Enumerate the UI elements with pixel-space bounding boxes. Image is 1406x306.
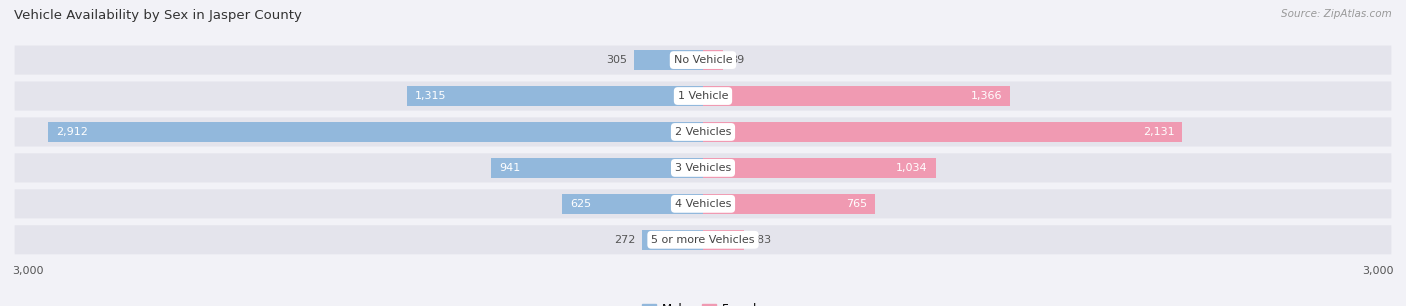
Bar (703, 122, 1182, 142)
Bar (703, 86, 1011, 106)
Bar (562, 194, 703, 214)
Text: 1,315: 1,315 (415, 91, 447, 101)
Bar (641, 230, 703, 250)
FancyBboxPatch shape (14, 225, 1392, 254)
FancyBboxPatch shape (14, 153, 1392, 182)
Text: 5 or more Vehicles: 5 or more Vehicles (651, 235, 755, 245)
Text: 89: 89 (730, 55, 744, 65)
Bar (703, 50, 723, 70)
Text: 625: 625 (571, 199, 592, 209)
Bar (703, 158, 935, 178)
Bar (408, 86, 703, 106)
Text: 4 Vehicles: 4 Vehicles (675, 199, 731, 209)
Bar (634, 50, 703, 70)
Text: 1 Vehicle: 1 Vehicle (678, 91, 728, 101)
Text: 2,912: 2,912 (56, 127, 89, 137)
Text: 941: 941 (499, 163, 520, 173)
Text: 765: 765 (846, 199, 868, 209)
Text: 272: 272 (613, 235, 636, 245)
Text: 2 Vehicles: 2 Vehicles (675, 127, 731, 137)
FancyBboxPatch shape (14, 118, 1392, 147)
Text: 305: 305 (606, 55, 627, 65)
Bar (703, 194, 875, 214)
Text: 2,131: 2,131 (1143, 127, 1174, 137)
Text: No Vehicle: No Vehicle (673, 55, 733, 65)
Legend: Male, Female: Male, Female (637, 298, 769, 306)
Text: 1,034: 1,034 (896, 163, 928, 173)
FancyBboxPatch shape (14, 46, 1392, 75)
Bar (703, 230, 744, 250)
Text: 3 Vehicles: 3 Vehicles (675, 163, 731, 173)
FancyBboxPatch shape (14, 189, 1392, 218)
Bar (48, 122, 703, 142)
Text: 183: 183 (751, 235, 772, 245)
Text: 1,366: 1,366 (970, 91, 1002, 101)
Text: Source: ZipAtlas.com: Source: ZipAtlas.com (1281, 9, 1392, 19)
Bar (491, 158, 703, 178)
FancyBboxPatch shape (14, 81, 1392, 110)
Text: Vehicle Availability by Sex in Jasper County: Vehicle Availability by Sex in Jasper Co… (14, 9, 302, 22)
